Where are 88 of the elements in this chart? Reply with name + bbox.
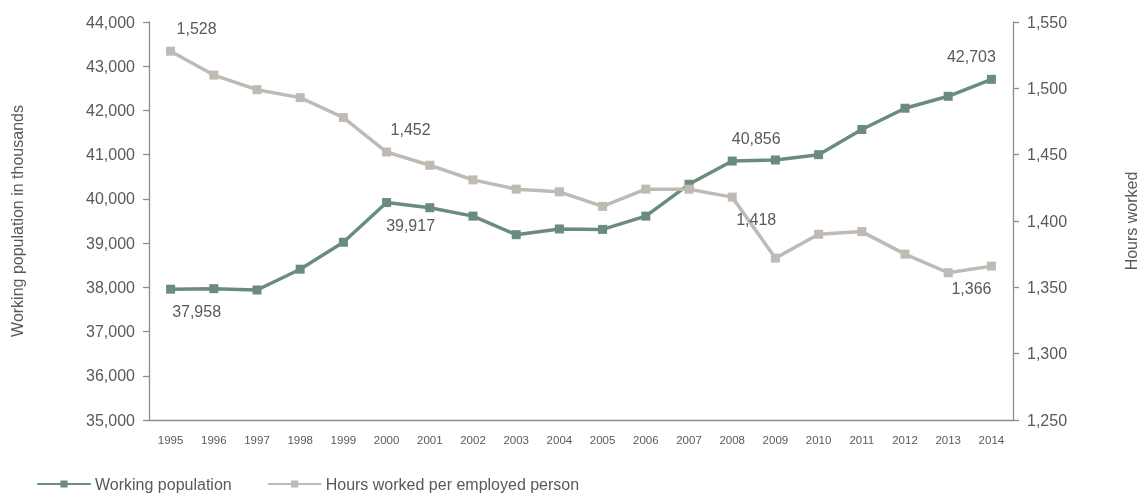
x-tick-label: 1995 — [157, 434, 184, 446]
point — [554, 187, 564, 197]
point — [295, 264, 305, 274]
x-tick-label: 2009 — [762, 434, 789, 446]
point — [468, 211, 478, 221]
y-tick-label: 41,000 — [86, 146, 136, 164]
y-tick-label: 35,000 — [86, 411, 136, 429]
x-tick-label: 2011 — [849, 434, 875, 446]
data-label: 40,856 — [731, 130, 781, 148]
x-tick-label: 2005 — [589, 434, 616, 446]
x-tick-label: 2012 — [892, 434, 918, 446]
y2-tick-label: 1,350 — [1027, 278, 1068, 296]
point — [986, 74, 996, 84]
point — [425, 160, 435, 170]
y-tick-label: 44,000 — [86, 13, 136, 31]
point — [166, 46, 176, 56]
point — [338, 237, 348, 247]
y-tick-label: 37,000 — [86, 323, 136, 341]
point — [554, 224, 564, 234]
y2-tick-label: 1,550 — [1027, 13, 1068, 31]
data-label: 1,452 — [390, 121, 431, 139]
point — [209, 70, 219, 80]
point — [209, 284, 219, 294]
point — [511, 230, 521, 240]
point — [425, 203, 435, 213]
point — [295, 93, 305, 103]
point — [641, 184, 651, 194]
x-tick-label: 2000 — [373, 434, 400, 446]
x-tick-label: 2013 — [935, 434, 961, 446]
point — [986, 261, 996, 271]
y2-tick-label: 1,500 — [1027, 79, 1068, 97]
point — [598, 224, 608, 234]
point — [338, 113, 348, 123]
x-tick-label: 2014 — [978, 434, 1005, 446]
data-label: 1,366 — [951, 280, 992, 298]
x-tick-label: 2007 — [676, 434, 702, 446]
point — [598, 201, 608, 211]
data-label: 1,418 — [736, 211, 777, 229]
point — [814, 150, 824, 160]
point — [857, 124, 867, 134]
x-tick-label: 2008 — [719, 434, 745, 446]
x-tick-label: 1997 — [244, 434, 270, 446]
data-label: 42,703 — [946, 48, 996, 66]
point — [252, 285, 262, 295]
y-tick-label: 40,000 — [86, 190, 136, 208]
x-tick-label: 2002 — [460, 434, 486, 446]
y2-tick-label: 1,300 — [1027, 345, 1068, 363]
x-tick-label: 2006 — [633, 434, 659, 446]
legend-label: Working population — [95, 475, 232, 493]
point — [943, 268, 953, 278]
point — [166, 284, 176, 294]
x-tick-label: 2003 — [503, 434, 529, 446]
point — [900, 249, 910, 259]
point — [511, 184, 521, 194]
y2-tick-label: 1,450 — [1027, 146, 1068, 164]
x-tick-label: 2010 — [805, 434, 832, 446]
y-tick-label: 43,000 — [86, 57, 136, 75]
point — [727, 192, 737, 202]
y-tick-label: 38,000 — [86, 278, 136, 296]
legend-label: Hours worked per employed person — [325, 475, 580, 493]
point — [727, 156, 737, 166]
point — [468, 175, 478, 185]
x-tick-label: 1996 — [201, 434, 227, 446]
point — [900, 103, 910, 113]
x-tick-label: 1999 — [330, 434, 357, 446]
data-label: 1,528 — [176, 20, 217, 38]
point — [684, 184, 694, 194]
data-label: 37,958 — [172, 303, 222, 321]
y-axis-title: Working population in thousands — [8, 105, 26, 337]
point — [770, 253, 780, 263]
point — [382, 147, 392, 157]
y2-axis-title: Hours worked — [1122, 171, 1140, 271]
y-tick-label: 42,000 — [86, 101, 136, 119]
y2-tick-label: 1,250 — [1027, 411, 1068, 429]
x-tick-label: 2001 — [417, 434, 443, 446]
y-tick-label: 39,000 — [86, 234, 136, 252]
point — [857, 227, 867, 237]
point — [252, 85, 262, 95]
y-tick-label: 36,000 — [86, 367, 136, 385]
point — [770, 155, 780, 165]
y2-tick-label: 1,400 — [1027, 212, 1068, 230]
x-tick-label: 1998 — [287, 434, 313, 446]
point — [382, 198, 392, 208]
point — [943, 91, 953, 101]
point — [641, 211, 651, 221]
data-label: 39,917 — [386, 216, 436, 234]
point — [814, 229, 824, 239]
x-tick-label: 2004 — [546, 434, 573, 446]
